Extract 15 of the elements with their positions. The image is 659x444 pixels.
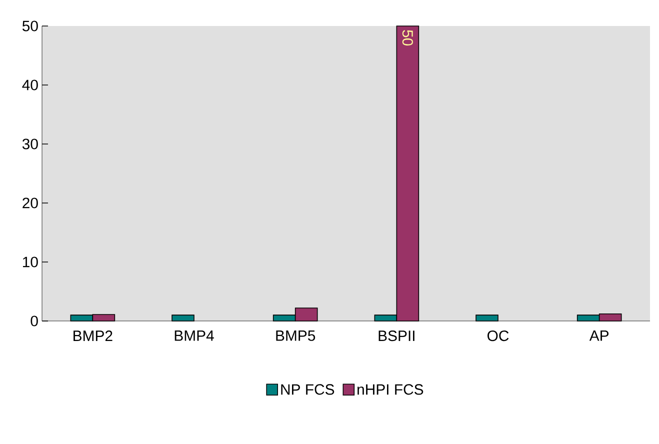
y-tick-label: 10 xyxy=(23,256,38,268)
y-tick-label: 0 xyxy=(30,316,38,326)
y-tick-label: 50 xyxy=(22,20,38,32)
y-tick-label: 40 xyxy=(22,80,38,90)
x-tick-label: BMP4 xyxy=(174,330,214,341)
x-tick-label: OC xyxy=(488,330,509,342)
x-tick-label: BMP2 xyxy=(74,330,112,341)
legend-label: nHPI FCS xyxy=(358,384,424,395)
x-tick-label: BMP5 xyxy=(276,330,316,341)
x-tick-label: BSPII xyxy=(378,330,414,342)
y-tick-label: 30 xyxy=(22,138,38,150)
legend-label: NP FCS xyxy=(281,384,334,395)
x-tick-label: AP xyxy=(589,330,609,341)
y-tick-label: 20 xyxy=(22,198,38,208)
data-label: 50 xyxy=(402,30,413,46)
